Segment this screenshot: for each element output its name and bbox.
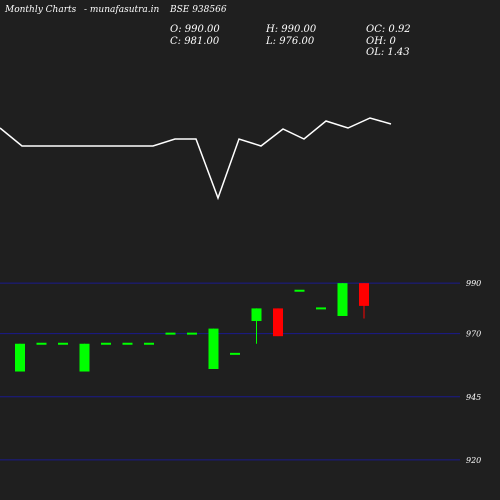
candle-4: [79, 343, 90, 372]
oh-value: OH: 0: [366, 36, 396, 47]
candle-body: [316, 307, 326, 310]
candle-body: [294, 289, 305, 292]
candle-15: [316, 307, 326, 310]
candle-12: [251, 308, 262, 344]
candle-14: [294, 289, 305, 292]
candle-1: [15, 343, 25, 372]
high-value: H: 990.00: [265, 24, 317, 35]
candle-body: [208, 328, 219, 369]
candle-body: [58, 342, 68, 345]
candle-body: [79, 343, 90, 372]
price-tick-990: 990: [466, 279, 481, 288]
candle-body: [337, 283, 348, 316]
candle-10: [208, 328, 219, 369]
price-tick-920: 920: [466, 456, 481, 465]
candle-9: [187, 332, 197, 335]
candle-8: [165, 332, 176, 335]
chart-brand-label: Monthly Charts: [4, 5, 77, 15]
candle-17: [359, 283, 369, 319]
candle-body: [36, 342, 47, 345]
close-value: C: 981.00: [170, 36, 220, 47]
candle-body: [359, 283, 369, 306]
candle-body: [165, 332, 176, 335]
candle-body: [144, 342, 154, 345]
price-gridlines: [0, 282, 460, 461]
candle-body: [122, 342, 133, 345]
candle-16: [337, 283, 348, 316]
open-value: O: 990.00: [170, 24, 220, 35]
candle-body: [251, 308, 262, 322]
price-tick-945: 945: [466, 393, 481, 402]
indicator-line: [0, 117, 392, 201]
candle-body: [101, 342, 111, 345]
price-axis-labels: 990 970 945 920: [466, 279, 481, 465]
low-value: L: 976.00: [265, 36, 315, 47]
candle-2: [36, 342, 47, 345]
candle-11: [230, 352, 240, 355]
chart-symbol-label: BSE 938566: [169, 5, 227, 15]
price-tick-970: 970: [466, 330, 481, 339]
indicator-line-layer: [0, 117, 392, 201]
candle-6: [122, 342, 133, 345]
candle-3: [58, 342, 68, 345]
candle-13: [273, 308, 283, 337]
candle-5: [101, 342, 111, 345]
candle-body: [187, 332, 197, 335]
chart-source-label: - munafasutra.in: [84, 5, 160, 15]
candle-body: [15, 343, 25, 372]
candles-layer: [15, 283, 369, 372]
candle-7: [144, 342, 154, 345]
candle-body: [230, 352, 240, 355]
ol-value: OL: 1.43: [366, 47, 410, 58]
oc-value: OC: 0.92: [366, 24, 411, 35]
candle-body: [273, 308, 283, 337]
